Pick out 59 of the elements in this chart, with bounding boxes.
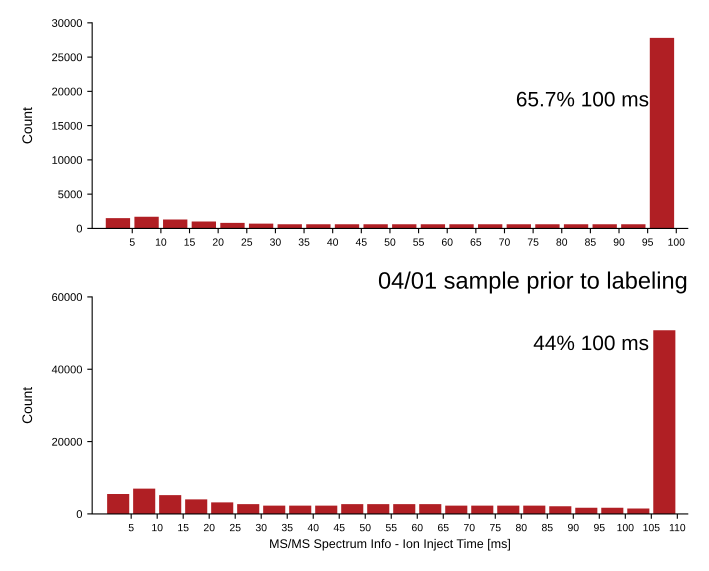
annotation: 44% 100 ms xyxy=(534,335,648,350)
y-tick-label: 60000 xyxy=(52,293,82,302)
x-tick-label: 95 xyxy=(594,524,605,532)
x-tick-label: 65 xyxy=(470,238,482,246)
y-axis-title: Count xyxy=(22,386,32,424)
x-tick-label: 60 xyxy=(442,238,453,246)
x-tick-label: 70 xyxy=(464,524,475,532)
x-tick-label: 80 xyxy=(556,238,568,246)
x-tick-label: 10 xyxy=(152,524,163,532)
x-tick-label: 5 xyxy=(130,238,135,246)
x-axis-title: MS/MS Spectrum Info - Ion Inject Time [ms] xyxy=(270,538,510,551)
x-tick-label: 55 xyxy=(386,524,397,532)
x-tick-label: 110 xyxy=(670,524,686,532)
x-tick-label: 15 xyxy=(178,524,189,532)
x-tick-label: 50 xyxy=(360,524,371,532)
x-tick-label: 85 xyxy=(585,238,596,246)
x-tick-label: 25 xyxy=(230,524,241,532)
x-tick-label: 15 xyxy=(184,238,195,246)
x-tick-label: 30 xyxy=(256,524,267,532)
x-tick-label: 65 xyxy=(438,524,449,532)
x-tick-label: 50 xyxy=(384,238,396,246)
y-tick-label: 5000 xyxy=(58,190,82,198)
x-tick-label: 105 xyxy=(643,524,660,532)
x-tick-label: 40 xyxy=(308,524,319,532)
x-tick-label: 75 xyxy=(490,524,501,532)
x-tick-label: 45 xyxy=(334,524,345,532)
x-tick-label: 20 xyxy=(204,524,215,532)
x-tick-label: 90 xyxy=(568,524,579,532)
x-tick-label: 35 xyxy=(298,238,310,246)
chart-title: 04/01 sample prior to labeling xyxy=(378,271,686,294)
x-tick-label: 90 xyxy=(614,238,624,246)
y-tick-label: 20000 xyxy=(52,438,82,446)
y-tick-label: 0 xyxy=(76,224,82,233)
x-tick-label: 100 xyxy=(668,238,685,246)
x-tick-label: 35 xyxy=(282,524,293,532)
y-tick-label: 20000 xyxy=(52,88,82,96)
x-tick-label: 40 xyxy=(327,238,338,246)
x-tick-label: 55 xyxy=(413,238,424,246)
x-tick-label: 45 xyxy=(356,238,367,246)
x-tick-label: 100 xyxy=(617,524,634,532)
x-tick-label: 75 xyxy=(528,238,538,246)
y-tick-label: 25000 xyxy=(52,53,82,62)
y-tick-label: 0 xyxy=(76,510,82,518)
annotation: 65.7% 100 ms xyxy=(516,92,648,107)
x-tick-label: 25 xyxy=(242,238,252,246)
x-tick-label: 10 xyxy=(156,238,166,246)
y-tick-label: 15000 xyxy=(52,122,82,130)
y-axis-title: Count xyxy=(22,107,32,144)
x-tick-label: 5 xyxy=(128,524,134,532)
x-tick-label: 30 xyxy=(270,238,281,246)
y-tick-label: 30000 xyxy=(52,19,82,27)
y-tick-label: 40000 xyxy=(52,366,82,374)
x-tick-label: 60 xyxy=(412,524,423,532)
x-tick-label: 85 xyxy=(542,524,553,532)
y-tick-label: 10000 xyxy=(52,156,82,164)
x-tick-label: 80 xyxy=(516,524,527,532)
x-tick-label: 70 xyxy=(499,238,510,246)
x-tick-label: 20 xyxy=(212,238,224,246)
x-tick-label: 95 xyxy=(642,238,653,246)
